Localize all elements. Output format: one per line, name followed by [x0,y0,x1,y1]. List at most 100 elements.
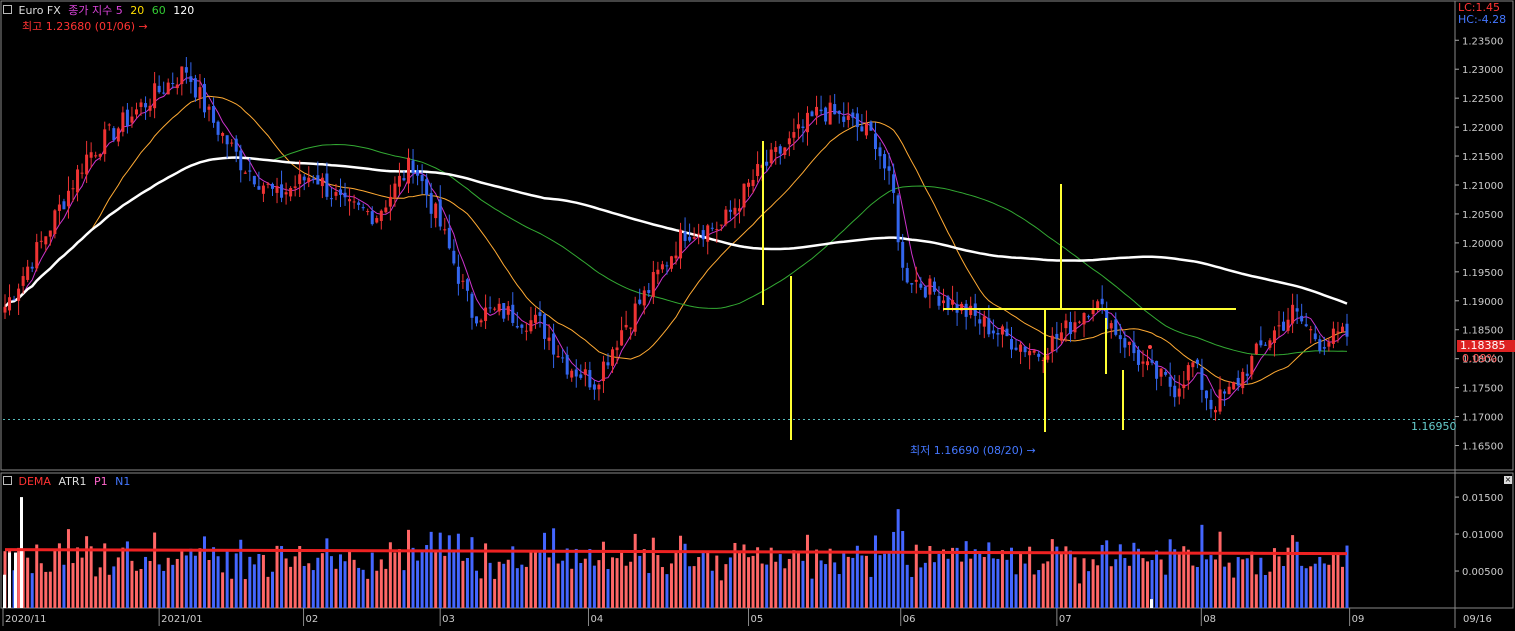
atr-bar [438,532,442,608]
candle-body [787,138,791,145]
candle-body [35,242,39,269]
candle-body [1100,298,1104,305]
candle-body [805,112,809,133]
atr-bar [1309,566,1313,608]
atr-bar [742,544,746,608]
atr-bar [769,547,773,608]
candle-body [17,288,21,301]
candle-body [547,337,551,341]
candle-body [1123,338,1127,348]
atr-bar [1300,565,1304,608]
atr-bar [991,558,995,608]
candle-body [629,327,633,329]
candle-body [1114,319,1118,335]
atr-bar [1150,560,1154,608]
menu-square-icon[interactable] [3,5,12,14]
sma60-label[interactable]: 60 [151,4,166,17]
y-tick-label: 1.23500 [1462,36,1503,47]
y-tick-label: 1.17000 [1462,413,1503,424]
atr-bar [1023,563,1027,608]
candle-body [1336,331,1340,333]
candle-body [103,129,107,155]
atr-bar [828,548,832,608]
atr-bar [261,554,265,608]
atr-bar [1336,554,1340,608]
panel-close-icon[interactable]: × [1504,475,1512,484]
atr-bar [515,568,519,608]
sma120-label[interactable]: 120 [173,4,195,17]
last-price-marker [1148,345,1152,349]
candle-body [1304,324,1308,327]
atr-bar [937,553,941,608]
candle-body [824,107,828,122]
atr-bar [751,555,755,608]
candle-body [189,76,193,82]
candle-body [747,182,751,187]
instrument-name[interactable]: Euro FX [18,4,61,17]
atr-bar [778,554,782,608]
atr-bar [697,557,701,608]
atr-bar [583,558,587,608]
atr-bar [1191,565,1195,608]
candle-body [520,324,524,328]
sma5-label[interactable]: 종가 지수 5 [68,4,123,17]
atr-bar [53,549,57,608]
candle-body [475,316,479,324]
legend-p1[interactable]: P1 [93,475,108,488]
atr-bar [1091,559,1095,608]
candle-body [742,183,746,208]
candle-body [892,174,896,193]
atr-bar [679,535,683,608]
atr-bar [1155,550,1159,608]
atr-bar [125,541,129,608]
chart-header: Euro FX 종가 지수 5 20 60 120 [3,2,195,17]
candle-body [1068,321,1072,335]
atr-bar [1105,540,1109,608]
legend-dema[interactable]: DEMA [18,475,51,488]
legend-atr1[interactable]: ATR1 [58,475,87,488]
menu-square-icon[interactable] [3,476,12,485]
atr-bar [57,543,61,608]
candle-body [334,192,338,196]
high-label: 최고 1.23680 (01/06) [22,20,136,33]
candle-body [121,112,125,132]
candle-body [769,149,773,164]
atr-bar [1055,546,1059,608]
atr-bar [157,564,161,608]
sma20-label[interactable]: 20 [130,4,145,17]
atr-bar [116,557,120,608]
x-tick-label: 06 [903,614,916,625]
atr-bar [892,531,896,608]
candle-body [1309,329,1313,331]
atr-bar [1014,574,1018,608]
atr-bar [71,563,75,608]
atr-bar [737,552,741,608]
candle-body [384,207,388,213]
candle-body [1096,301,1100,310]
lower-panel-legend: DEMA ATR1 P1 N1 [3,475,130,488]
candle-body [479,320,483,323]
atr-bar [1173,549,1177,608]
x-tick-label: 03 [442,614,455,625]
atr-bar [284,558,288,608]
candle-body [12,299,16,301]
candle-body [1227,386,1231,395]
atr-bar [239,539,243,608]
atr-bar [669,563,673,608]
candle-body [715,229,719,231]
atr-bar [48,571,52,608]
atr-bar [1010,547,1013,608]
sma5-line [4,77,1348,401]
atr-bar [960,561,964,608]
atr-bar [565,548,569,608]
legend-n1[interactable]: N1 [115,475,131,488]
atr-bar [452,551,456,608]
arrow-right-icon: → [1026,444,1036,457]
atr-bar [656,555,660,608]
candle-body [565,354,569,375]
atr-bar [1254,574,1258,608]
atr-bar [266,576,270,608]
atr-bar [873,535,877,608]
atr-bar [982,557,986,608]
